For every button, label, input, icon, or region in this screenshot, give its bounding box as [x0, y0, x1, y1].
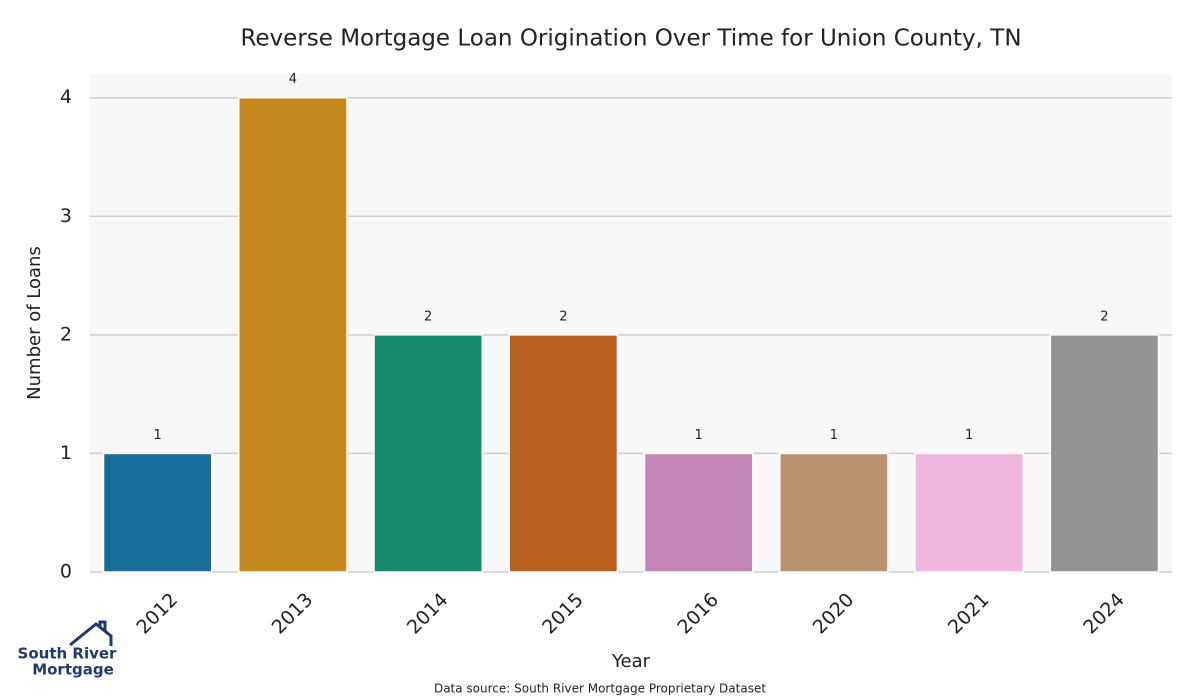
y-tick-label: 0 — [60, 561, 72, 583]
data-label: 1 — [153, 428, 161, 443]
x-tick-label: 2015 — [538, 589, 588, 639]
y-tick-label: 1 — [60, 442, 72, 464]
x-tick-label: 2024 — [1079, 589, 1129, 639]
x-tick-label: 2021 — [944, 589, 994, 639]
bar — [238, 96, 348, 573]
source-note: Data source: South River Mortgage Propri… — [434, 682, 766, 696]
x-axis-label: Year — [611, 651, 651, 672]
logo-text: South River — [18, 645, 118, 663]
data-label: 2 — [424, 309, 432, 324]
logo-text: Mortgage — [32, 661, 114, 679]
bar — [373, 334, 483, 573]
data-label: 2 — [559, 309, 567, 324]
bar — [914, 452, 1024, 573]
y-tick-label: 2 — [60, 323, 72, 345]
x-tick-label: 2020 — [809, 589, 859, 639]
y-tick-label: 3 — [60, 205, 72, 227]
chart-title: Reverse Mortgage Loan Origination Over T… — [240, 26, 1021, 52]
bar — [779, 452, 889, 573]
data-label: 1 — [965, 428, 973, 443]
y-axis-label: Number of Loans — [24, 246, 45, 400]
data-label: 4 — [289, 72, 297, 87]
logo: South River Mortgage — [18, 620, 118, 679]
data-label: 1 — [694, 428, 702, 443]
x-tick-label: 2013 — [268, 589, 318, 639]
x-tick-label: 2016 — [673, 589, 723, 639]
bar — [643, 452, 754, 573]
logo-house — [69, 620, 113, 647]
x-tick-label: 2014 — [403, 589, 453, 639]
bar — [1049, 334, 1160, 573]
bar — [102, 452, 213, 573]
x-tick-label: 2012 — [132, 589, 182, 639]
y-tick-label: 4 — [60, 86, 72, 108]
data-label: 2 — [1100, 309, 1108, 324]
data-label: 1 — [830, 428, 838, 443]
bar — [508, 334, 619, 573]
